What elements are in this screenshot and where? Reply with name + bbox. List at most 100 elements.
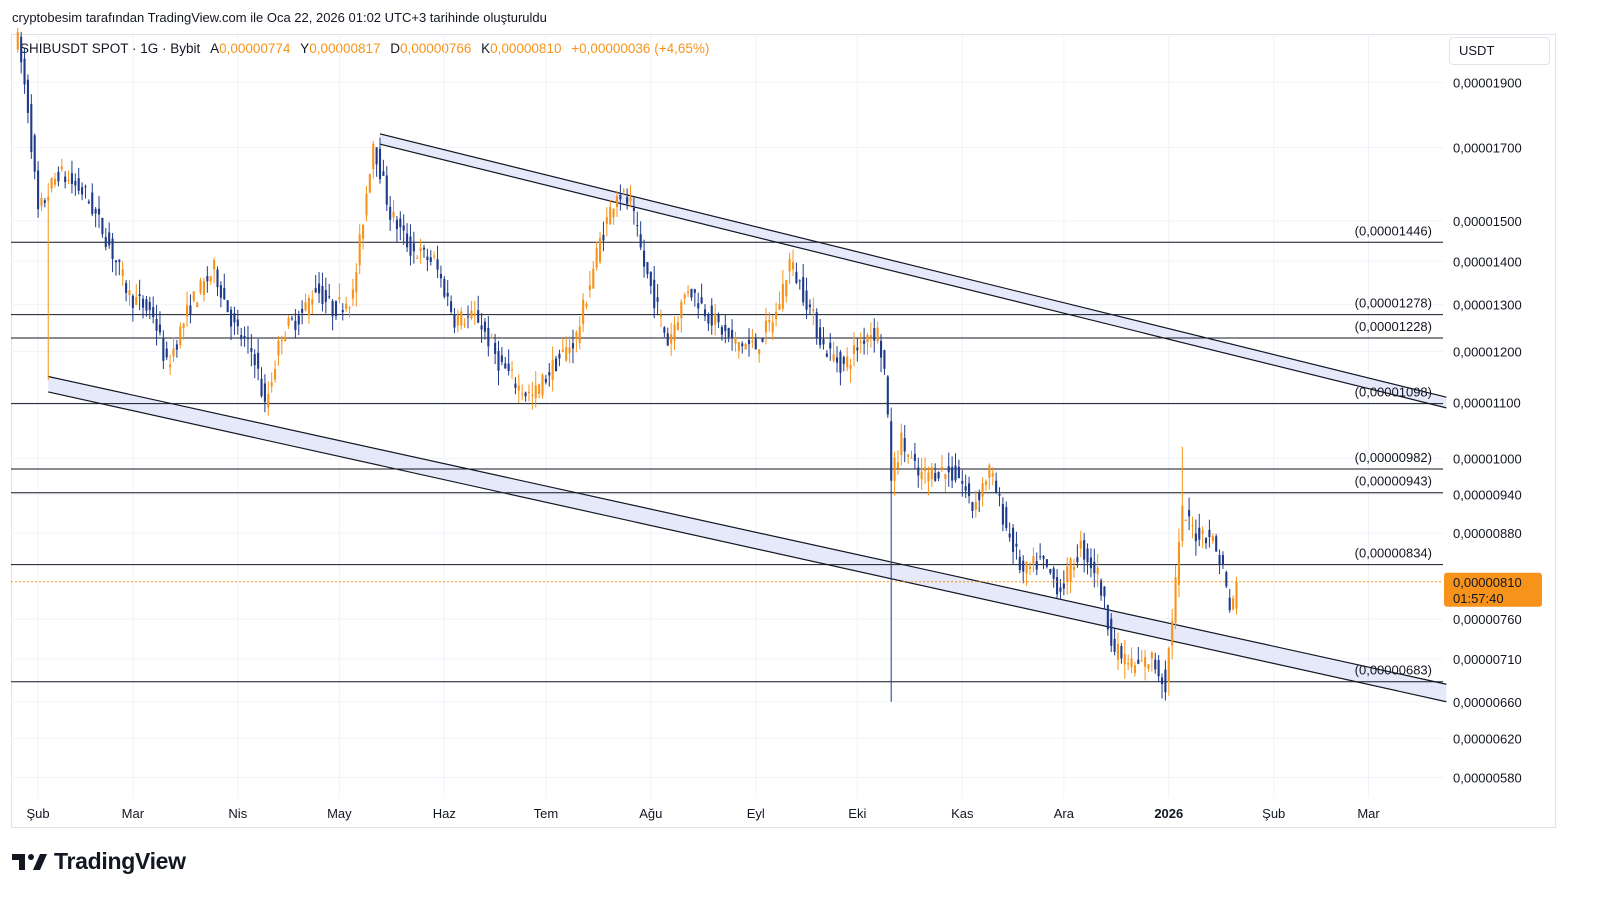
candle-body <box>412 243 415 252</box>
candle-body <box>1188 510 1191 517</box>
candle-body <box>209 276 212 282</box>
candle-body <box>910 457 913 459</box>
candle-body <box>822 339 825 345</box>
time-axis: Şub Mar Nis May Haz Tem Ağu Eyl Eki Kas Ara 2026 Şub… <box>27 806 1381 821</box>
candle-body <box>612 208 615 218</box>
time-axis-tick: Eki <box>848 806 866 821</box>
falling-channel-lower-fill <box>48 376 1447 702</box>
candle-body <box>1147 664 1150 669</box>
candle-body <box>402 225 405 231</box>
candle-body <box>775 311 778 319</box>
time-axis-tick: 2026 <box>1154 806 1183 821</box>
price-axis-tick: 0,00001300 <box>1453 298 1522 313</box>
candle-body <box>257 352 260 369</box>
candle-body <box>538 384 541 394</box>
candle-body <box>832 354 835 361</box>
candle-body <box>165 348 168 358</box>
candle-body <box>991 473 994 477</box>
candle-body <box>636 225 639 227</box>
price-axis-tick: 0,00000660 <box>1453 695 1522 710</box>
level-label: (0,00001098) <box>1355 385 1432 400</box>
tradingview-logo[interactable]: TradingView <box>12 848 186 875</box>
candle-body <box>338 297 341 300</box>
candle-body <box>246 338 250 340</box>
candle-body <box>477 310 480 323</box>
candle-body <box>951 467 954 481</box>
time-axis-tick: Haz <box>433 806 456 821</box>
candle-body <box>385 175 388 205</box>
candle-body <box>1032 556 1035 564</box>
candle-body <box>104 237 107 247</box>
candle-body <box>1127 662 1130 665</box>
candle-body <box>859 341 862 343</box>
currency-selector[interactable]: USDT <box>1449 37 1550 65</box>
candle-body <box>714 313 717 325</box>
candle-body <box>551 359 554 381</box>
candle-body <box>1133 665 1136 673</box>
candle-body <box>731 329 734 339</box>
candle-body <box>236 319 239 327</box>
candle-body <box>131 295 134 308</box>
candle-body <box>510 369 514 371</box>
candle-body <box>687 291 690 293</box>
candle-body <box>1201 530 1204 534</box>
candle-body <box>155 319 158 331</box>
candle-body <box>974 502 977 510</box>
candle-body <box>229 309 233 327</box>
candle-body <box>1144 657 1147 667</box>
candle-body <box>913 454 916 461</box>
candle-body <box>280 340 283 342</box>
symbol-title[interactable]: SHIBUSDT SPOT · 1G · Bybit <box>20 41 201 56</box>
candle-body <box>863 340 866 344</box>
candle-body <box>981 483 984 497</box>
high-label: Y <box>300 41 310 56</box>
candle-body <box>399 218 402 228</box>
price-tag-countdown: 01:57:40 <box>1453 591 1504 606</box>
candle-body <box>768 319 771 323</box>
candle-body <box>978 493 981 501</box>
candle-body <box>1130 658 1133 667</box>
low-value: 0,00000766 <box>400 41 472 56</box>
candle-body <box>138 294 141 297</box>
candle-body <box>521 393 524 395</box>
candle-body <box>595 247 598 268</box>
candle-body <box>893 457 896 481</box>
candle-body <box>267 393 270 408</box>
candle-body <box>480 325 483 330</box>
candle-body <box>284 336 287 342</box>
candle-body <box>77 178 80 191</box>
chart-pane[interactable] <box>11 34 1556 828</box>
trend-channels <box>48 133 1447 703</box>
candle-body <box>439 274 442 279</box>
candle-body <box>527 391 531 394</box>
candle-body <box>1123 654 1126 665</box>
candle-body <box>500 355 503 362</box>
candle-body <box>1100 580 1103 596</box>
candle-body <box>947 466 950 473</box>
candle-body <box>788 258 791 272</box>
candle-body <box>345 303 348 309</box>
candle-body <box>578 326 581 344</box>
candle-body <box>426 256 429 261</box>
candle-body <box>964 486 967 491</box>
candle-body <box>798 280 801 282</box>
candle-body <box>791 262 795 270</box>
candle-body <box>189 305 192 315</box>
price-axis-tick: 0,00000580 <box>1453 770 1522 785</box>
candle-body <box>568 347 571 354</box>
candle-body <box>297 315 300 325</box>
candle-body <box>23 58 26 85</box>
price-axis-tick: 0,00000760 <box>1453 612 1522 627</box>
candle-body <box>1056 577 1059 595</box>
candle-body <box>148 301 151 310</box>
candle-body <box>1198 527 1201 540</box>
candle-body <box>260 378 263 397</box>
candle-body <box>805 290 808 310</box>
candle-body <box>656 297 659 302</box>
price-tag-box <box>1444 572 1542 607</box>
candle-body <box>1160 677 1164 685</box>
candle-body <box>812 309 815 311</box>
candle-body <box>483 321 486 332</box>
candle-body <box>40 197 43 206</box>
